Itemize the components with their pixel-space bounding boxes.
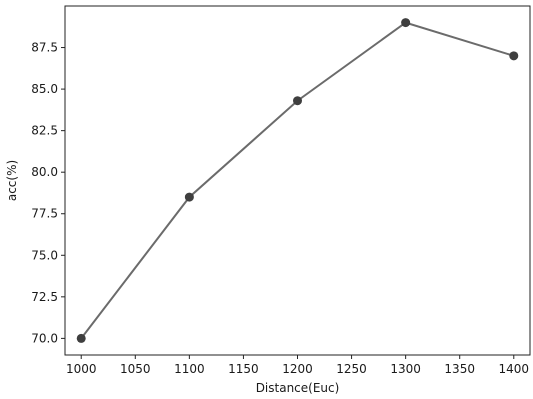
x-tick-label: 1300	[390, 362, 421, 376]
y-axis-ticks: 70.0 72.5 75.0 77.5 80.0 82.5 85.0 87.5	[31, 41, 65, 345]
x-tick-label: 1100	[174, 362, 205, 376]
plot-frame	[64, 5, 531, 356]
y-tick-label: 72.5	[31, 290, 58, 304]
y-tick-label: 82.5	[31, 124, 58, 138]
y-tick-label: 80.0	[31, 165, 58, 179]
x-tick-label: 1250	[336, 362, 367, 376]
x-axis-label: Distance(Euc)	[256, 381, 340, 395]
plot-area	[64, 5, 531, 356]
y-tick-label: 70.0	[31, 331, 58, 345]
x-tick-label: 1050	[120, 362, 151, 376]
data-point	[509, 51, 519, 61]
y-tick-label: 87.5	[31, 41, 58, 55]
data-point	[184, 192, 194, 202]
series-line	[80, 21, 515, 339]
y-tick-label: 77.5	[31, 207, 58, 221]
y-axis-label: acc(%)	[5, 160, 19, 201]
data-point	[401, 18, 411, 28]
data-point	[76, 333, 86, 343]
x-tick-label: 1200	[282, 362, 313, 376]
x-axis-ticks: 1000 1050 1100 1150 1200 1250 1300 1350 1400	[66, 355, 529, 376]
series-layer	[76, 18, 519, 343]
x-tick-label: 1150	[228, 362, 259, 376]
y-tick-label: 85.0	[31, 82, 58, 96]
y-tick-label: 75.0	[31, 248, 58, 262]
data-point	[293, 96, 302, 106]
x-tick-label: 1400	[499, 362, 530, 376]
x-tick-label: 1350	[444, 362, 475, 376]
x-tick-label: 1000	[66, 362, 97, 376]
